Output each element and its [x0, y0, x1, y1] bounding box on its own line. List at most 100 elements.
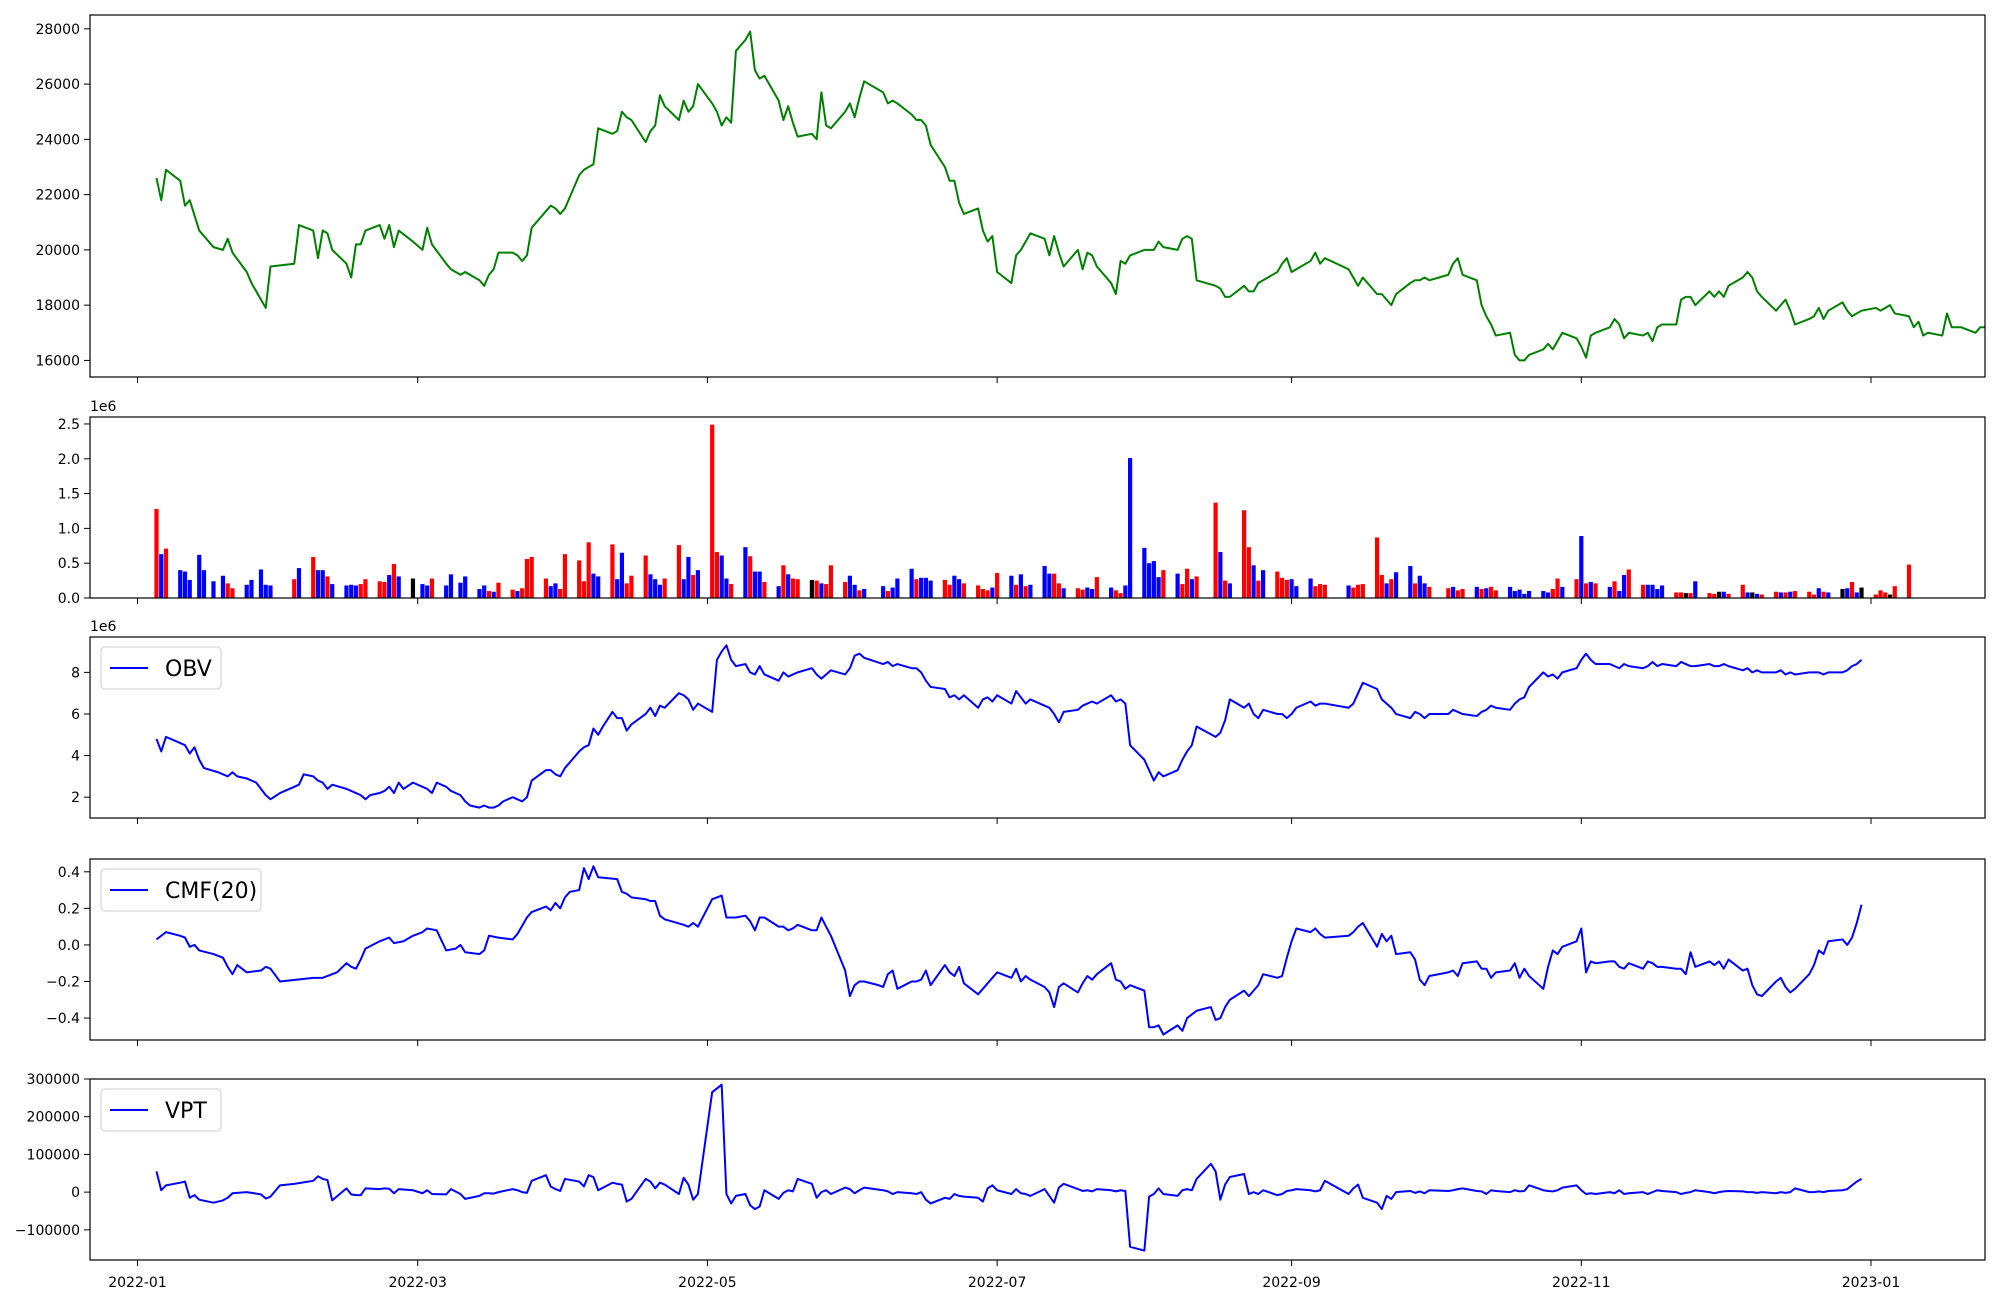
volume-bar — [1617, 591, 1622, 598]
price-ytick-label: 18000 — [35, 298, 80, 314]
volume-bar — [629, 575, 634, 598]
volume-bar — [1417, 575, 1422, 598]
volume-bar — [529, 556, 534, 598]
cmf-ytick-label: −0.2 — [46, 974, 80, 990]
volume-bar — [1626, 569, 1631, 598]
volume-bar — [1512, 591, 1517, 598]
volume-bar — [1740, 584, 1745, 598]
volume-bar — [1023, 586, 1028, 598]
volume-bar — [1555, 578, 1560, 598]
volume-bar — [1826, 592, 1831, 598]
volume-bar — [695, 570, 701, 598]
cmf-ytick-label: 0.2 — [58, 901, 80, 917]
volume-bar — [249, 579, 254, 598]
volume-bar — [1052, 573, 1057, 598]
volume-bar — [420, 584, 425, 598]
volume-bar — [980, 588, 985, 598]
volume-bar — [610, 544, 615, 598]
volume-bar — [790, 578, 796, 598]
volume-bar — [942, 579, 947, 598]
price-panel: 16000 18000 20000 22000 24000 26000 28000 — [35, 14, 1986, 383]
volume-bar — [1655, 588, 1660, 598]
volume-ytick-label: 0.0 — [58, 591, 80, 607]
volume-bar — [786, 574, 791, 598]
volume-bar — [591, 573, 596, 598]
obv-ytick-label: 8 — [71, 665, 80, 681]
volume-bar — [1550, 588, 1555, 598]
volume-bar — [919, 577, 924, 598]
volume-bar — [1393, 572, 1399, 598]
volume-bar — [624, 583, 629, 598]
volume-bar — [311, 556, 316, 598]
volume-bar — [995, 572, 1000, 598]
vpt-series-line — [155, 1083, 1863, 1252]
volume-bar — [1726, 593, 1731, 598]
volume-bar — [1773, 591, 1779, 598]
cmf-axes-frame — [89, 858, 1986, 1041]
volume-bar — [1545, 592, 1551, 598]
volume-bar — [1142, 547, 1147, 598]
volume-bar — [1659, 585, 1665, 598]
volume-bar — [1223, 580, 1228, 598]
obv-ytick-label: 6 — [71, 707, 80, 723]
volume-bar — [1161, 570, 1166, 598]
volume-bar — [315, 570, 321, 598]
volume-bar — [211, 581, 216, 598]
price-ytick-label: 26000 — [35, 77, 80, 93]
volume-bar — [1783, 592, 1788, 598]
volume-bar — [762, 581, 767, 598]
obv-legend-label: OBV — [165, 657, 212, 682]
volume-bar — [847, 575, 852, 598]
volume-bar — [391, 563, 397, 598]
volume-bar — [719, 555, 724, 598]
volume-bar — [1849, 581, 1855, 598]
cmf-ytick-label: 0.0 — [58, 938, 80, 954]
volume-bar — [220, 575, 226, 598]
volume-bar — [1522, 593, 1527, 598]
volume-bar — [1807, 591, 1812, 598]
cmf-ytick-label: 0.4 — [58, 865, 80, 881]
volume-bar — [1906, 564, 1912, 598]
volume-bar — [330, 584, 335, 598]
volume-bar — [676, 545, 682, 598]
volume-bar — [1688, 593, 1693, 598]
vpt-plot-area — [155, 1083, 1863, 1252]
volume-bar — [1845, 588, 1850, 598]
volume-bar — [1759, 594, 1764, 598]
volume-bar — [686, 556, 691, 598]
volume-bar — [862, 588, 867, 598]
volume-bar — [957, 579, 962, 598]
volume-bar — [1640, 584, 1646, 598]
volume-bar — [548, 586, 553, 598]
volume-bar — [1180, 584, 1185, 598]
volume-bar — [1151, 561, 1156, 598]
volume-bar — [819, 583, 824, 598]
volume-bar — [154, 508, 159, 598]
volume-bar — [1883, 592, 1888, 598]
volume-bar — [1042, 565, 1047, 598]
volume-bar — [1246, 547, 1251, 598]
volume-axes-frame — [89, 416, 1986, 599]
volume-bar — [1317, 584, 1323, 598]
volume-bar — [990, 587, 995, 598]
volume-bar — [662, 578, 667, 598]
volume-bar — [230, 588, 235, 598]
x-axis-tick-label: 2022-01 — [108, 1275, 167, 1291]
volume-ytick-label: 1.5 — [58, 487, 80, 503]
volume-bar — [895, 578, 900, 598]
obv-ytick-label: 2 — [71, 790, 80, 806]
volume-bar — [429, 578, 435, 598]
vpt-ytick-label: 0 — [71, 1185, 80, 1201]
volume-bar — [952, 575, 957, 598]
obv-series-line — [155, 644, 1863, 809]
volume-bar — [852, 584, 857, 598]
volume-bar — [828, 565, 833, 598]
x-axis-tick-label: 2023-01 — [1842, 1275, 1901, 1291]
volume-bar — [648, 574, 653, 598]
volume-bar — [1113, 590, 1118, 598]
volume-bar — [1379, 575, 1384, 598]
volume-bar — [961, 583, 966, 598]
volume-bar — [1218, 552, 1223, 598]
